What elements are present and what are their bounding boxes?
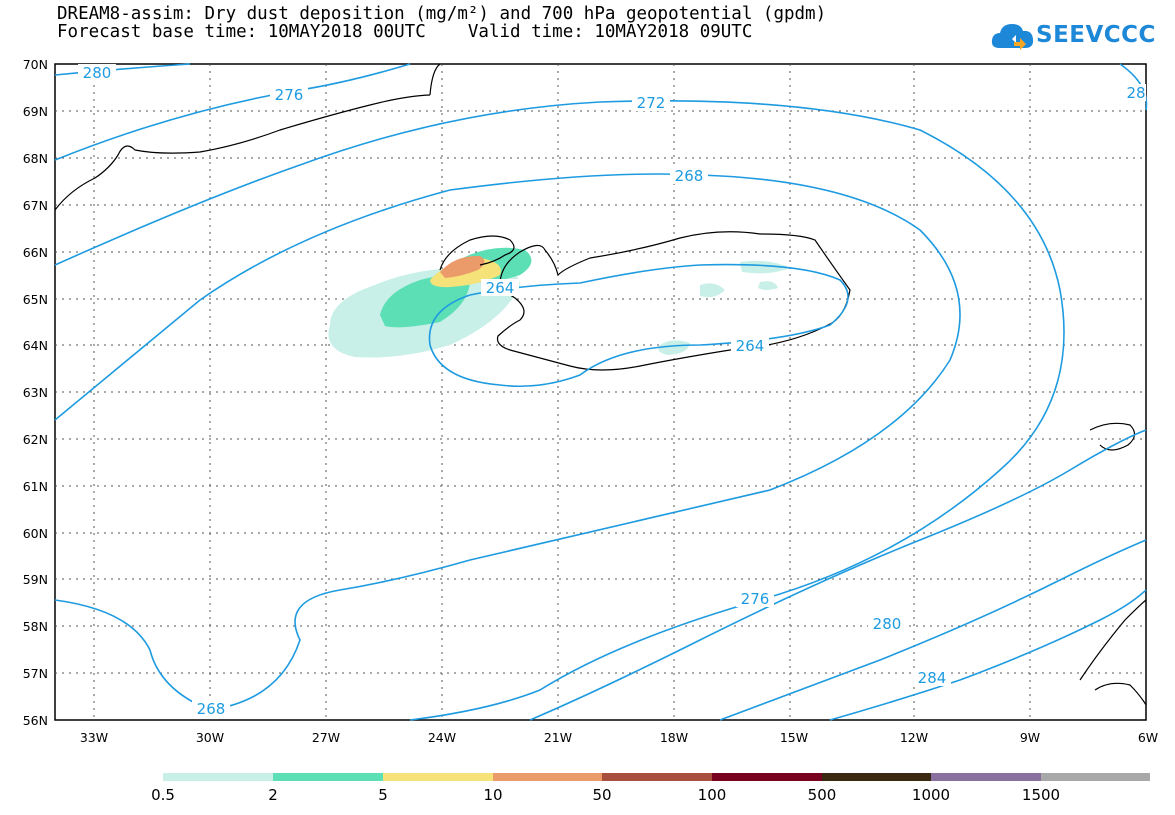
- contour-276-south: [529, 429, 1147, 721]
- lat-label: 65N: [23, 292, 48, 307]
- contour-label: 284: [918, 669, 947, 687]
- contour-268: [54, 173, 961, 711]
- lat-label: 62N: [23, 432, 48, 447]
- contour-280: [54, 63, 191, 76]
- map-frame: [54, 63, 1147, 721]
- lat-label: 69N: [23, 104, 48, 119]
- contour-label: 268: [675, 167, 704, 185]
- colorbar-label: 1500: [1021, 786, 1061, 804]
- colorbar-label: 10: [483, 786, 503, 804]
- dust-field-low: [740, 260, 790, 274]
- latitude-labels: 70N 69N 68N 67N 66N 65N 64N 63N 62N 61N …: [23, 57, 48, 728]
- colorbar-segment: [602, 773, 712, 781]
- lat-label: 64N: [23, 338, 48, 353]
- contour-label: 280: [83, 64, 112, 82]
- lon-label: 21W: [544, 730, 572, 745]
- colorbar-segment: [1041, 773, 1150, 781]
- chart-title-line1: DREAM8-assim: Dry dust deposition (mg/m²…: [57, 4, 827, 24]
- colorbar-label: 0.5: [151, 786, 175, 804]
- colorbar-label: 500: [807, 786, 837, 804]
- geopotential-contours: [54, 63, 1148, 721]
- contour-label: 276: [741, 590, 770, 608]
- colorbar-segment: [712, 773, 822, 781]
- cloud-icon: [991, 24, 1034, 50]
- scotland-coastline-south: [1094, 682, 1147, 706]
- colorbar-segment: [273, 773, 383, 781]
- greenland-coastline: [54, 94, 431, 211]
- dust-field-low: [658, 340, 690, 355]
- contour-label: 264: [736, 337, 765, 355]
- lon-label: 6W: [1138, 730, 1158, 745]
- contour-label: 268: [197, 700, 226, 718]
- contour-labels: 280 276 272 268 264 264 276 280 284 268 …: [78, 64, 1146, 718]
- contour-label: 28: [1126, 84, 1145, 102]
- dust-deposition-shading: [328, 247, 790, 358]
- lat-label: 70N: [23, 57, 48, 72]
- contour-272: [54, 100, 1065, 721]
- colorbar-segment: [493, 773, 602, 781]
- coastlines: [54, 63, 1147, 706]
- contour-264: [428, 263, 849, 387]
- lon-label: 9W: [1020, 730, 1040, 745]
- contour-280-south: [719, 539, 1147, 721]
- lat-label: 61N: [23, 479, 48, 494]
- colorbar-label: 50: [592, 786, 612, 804]
- lat-label: 59N: [23, 572, 48, 587]
- colorbar-label: 100: [697, 786, 727, 804]
- lat-label: 56N: [23, 713, 48, 728]
- dust-field-low: [758, 281, 778, 290]
- iceland-westfjords-coast: [439, 235, 515, 271]
- colorbar-segment: [383, 773, 493, 781]
- colorbar-label: 2: [268, 786, 278, 804]
- lon-label: 24W: [428, 730, 456, 745]
- contour-label: 280: [873, 615, 902, 633]
- dust-field-low: [700, 283, 725, 298]
- lon-label: 33W: [80, 730, 108, 745]
- scotland-coastline: [1079, 599, 1147, 681]
- lat-label: 57N: [23, 666, 48, 681]
- lat-label: 66N: [23, 245, 48, 260]
- contour-label: 264: [486, 279, 515, 297]
- dust-field-medium: [380, 275, 470, 328]
- colorbar-segment: [163, 773, 273, 781]
- lat-label: 63N: [23, 385, 48, 400]
- greenland-coastline-north: [429, 63, 441, 96]
- dust-field-orange: [440, 255, 485, 278]
- seevccc-logo: SEEVCCC: [990, 18, 1155, 58]
- lat-label: 60N: [23, 526, 48, 541]
- lat-label: 58N: [23, 619, 48, 634]
- logo-text: SEEVCCC: [1036, 22, 1156, 48]
- contour-label: 272: [637, 94, 666, 112]
- contour-284-south: [829, 589, 1147, 721]
- grid-lines: [55, 64, 1146, 720]
- lon-label: 27W: [312, 730, 340, 745]
- lat-label: 68N: [23, 151, 48, 166]
- contour-label: 276: [275, 86, 304, 104]
- colorbar-label: 5: [378, 786, 388, 804]
- colorbar-segment: [931, 773, 1041, 781]
- lon-label: 18W: [660, 730, 688, 745]
- lon-label: 12W: [900, 730, 928, 745]
- lat-label: 67N: [23, 198, 48, 213]
- chart-title-line2: Forecast base time: 10MAY2018 00UTC Vali…: [57, 22, 753, 42]
- colorbar-label: 1000: [911, 786, 951, 804]
- lon-label: 30W: [196, 730, 224, 745]
- lon-label: 15W: [780, 730, 808, 745]
- colorbar-segment: [822, 773, 931, 781]
- longitude-labels: 33W 30W 27W 24W 21W 18W 15W 12W 9W 6W: [80, 730, 1158, 745]
